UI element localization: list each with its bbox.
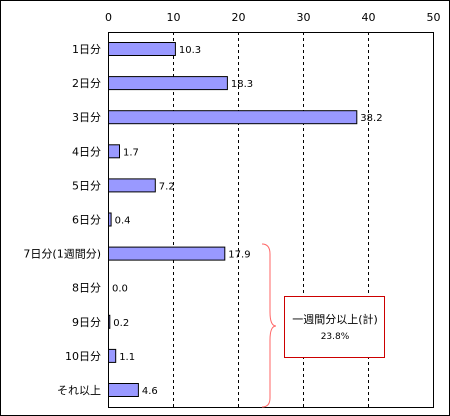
value-label: 17.9: [228, 250, 250, 261]
value-label: 0.0: [112, 284, 128, 295]
x-tick-label: 30: [297, 11, 311, 24]
bar: [108, 178, 156, 193]
category-label: 6日分: [72, 214, 101, 227]
annotation-box: 一週間分以上(計) 23.8%: [284, 296, 385, 358]
value-label: 38.2: [360, 113, 382, 124]
x-tick-label: 20: [232, 11, 246, 24]
x-tick-label: 40: [362, 11, 376, 24]
x-tick-label: 10: [167, 11, 181, 24]
bar: [108, 212, 112, 227]
value-label: 0.4: [115, 216, 131, 227]
annotation-value: 23.8%: [321, 332, 350, 342]
x-axis-ticks: 0 10 20 30 40 50: [105, 11, 441, 24]
bar: [108, 42, 176, 56]
category-label: それ以上: [57, 384, 101, 397]
bar: [108, 348, 117, 363]
bar: [108, 246, 226, 261]
category-label: 1日分: [72, 43, 101, 56]
category-label: 7日分(1週間分): [23, 248, 101, 261]
bar: [108, 383, 139, 397]
category-labels: 1日分 2日分 3日分 4日分 5日分 6日分 7日分(1週間分) 8日分 9日分 10日分それ以…: [23, 43, 101, 397]
x-tick-label: 50: [427, 11, 441, 24]
category-label: 5日分: [72, 179, 101, 192]
value-label: 18.3: [231, 79, 253, 90]
bar: [108, 110, 358, 125]
annotation-label: 一週間分以上(計): [292, 312, 378, 326]
bars: [108, 42, 358, 397]
bar: [108, 76, 228, 91]
value-label: 4.6: [142, 386, 158, 397]
bar: [108, 314, 111, 329]
value-label: 1.1: [119, 352, 135, 363]
value-label: 1.7: [123, 147, 139, 158]
grid-lines: [173, 32, 369, 407]
bar: [108, 144, 120, 159]
x-tick-label: 0: [105, 11, 112, 24]
annotation-border: [284, 296, 385, 358]
value-label: 10.3: [179, 45, 201, 56]
value-label: 7.2: [159, 181, 175, 192]
category-label: 10日分: [65, 350, 101, 363]
category-label: 3日分: [72, 111, 101, 124]
category-label: 2日分: [72, 77, 101, 90]
range-brace: [261, 243, 277, 408]
category-label: 9日分: [72, 316, 101, 329]
value-label: 0.2: [113, 318, 129, 329]
category-label: 8日分: [72, 282, 101, 295]
value-labels: 10.3 18.3 38.2 1.7 7.2 0.4 17.9 0.0 0.2 1.1 4.6: [112, 45, 383, 397]
category-label: 4日分: [72, 145, 101, 158]
